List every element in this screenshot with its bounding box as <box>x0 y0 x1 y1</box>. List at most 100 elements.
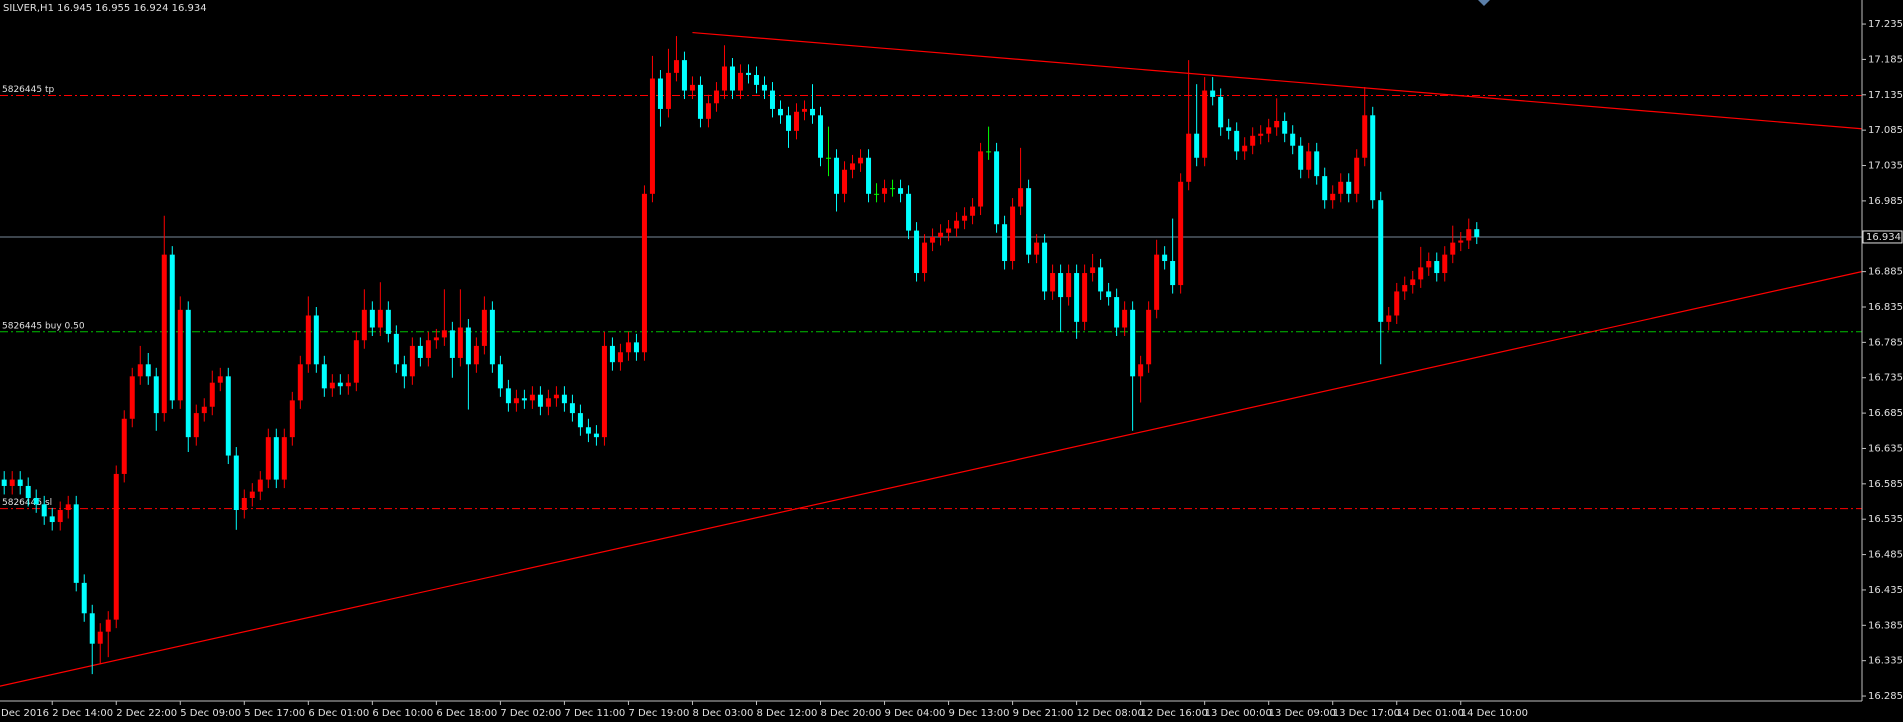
candle-body <box>802 108 808 112</box>
candle-body <box>1098 267 1104 292</box>
candle-body <box>249 491 255 498</box>
candle-body <box>1290 133 1296 146</box>
candle-body <box>1442 254 1448 274</box>
trendline <box>692 31 1862 130</box>
candle-body <box>689 84 695 91</box>
x-tick-label: 6 Dec 01:00 <box>308 708 369 719</box>
candle-body <box>193 413 199 438</box>
candle-body <box>665 72 671 109</box>
candle-body <box>129 376 135 419</box>
candle-body <box>786 115 791 131</box>
candle-body <box>1306 151 1312 170</box>
candle-body <box>633 342 639 353</box>
candle-body <box>1106 291 1112 298</box>
x-tick-label: 7 Dec 11:00 <box>564 708 625 719</box>
candle-body <box>1194 133 1200 158</box>
candle-body <box>1002 224 1008 262</box>
candle-body <box>273 437 279 480</box>
candle-body <box>1450 242 1456 255</box>
y-tick-label: 17.135 <box>1868 90 1903 101</box>
candle-body <box>1242 145 1248 152</box>
candle-body <box>769 90 775 109</box>
candle-body <box>89 613 95 644</box>
candle-body <box>57 510 63 523</box>
candle-body <box>1330 193 1336 201</box>
candle-body <box>145 364 151 377</box>
y-tick-label: 16.835 <box>1868 302 1903 313</box>
x-tick-label: 5 Dec 09:00 <box>180 708 241 719</box>
candle-body <box>465 327 471 365</box>
candle-body <box>1394 291 1400 316</box>
candle-body <box>305 315 311 365</box>
candle-body <box>25 485 31 498</box>
candle-body <box>625 342 631 353</box>
candle-body <box>1282 120 1288 134</box>
candle-body <box>489 309 495 365</box>
candle-body <box>1 479 7 486</box>
candle-body <box>1074 273 1080 322</box>
plot-area: 5826445 tp 5826445 buy 0.50 5826445 sl <box>0 31 1862 687</box>
candle-body <box>1250 135 1256 146</box>
candle-body <box>1370 115 1376 201</box>
candle-body <box>73 504 79 583</box>
candle-body <box>329 382 335 389</box>
y-tick-label: 16.385 <box>1868 620 1903 631</box>
candle-body <box>922 242 928 274</box>
candle-body <box>1058 273 1064 298</box>
candle-body <box>1418 267 1424 280</box>
candle-body <box>257 479 263 492</box>
candle-body <box>826 157 832 159</box>
bid-label: 16.934 <box>1866 232 1901 243</box>
candle-body <box>1458 240 1464 243</box>
candle-body <box>65 504 71 511</box>
candle-body <box>1114 297 1120 328</box>
candle-body <box>1130 309 1136 377</box>
candle-body <box>337 382 343 387</box>
x-tick-label: 9 Dec 04:00 <box>885 708 946 719</box>
y-tick-label: 16.885 <box>1868 267 1903 278</box>
candle-body <box>681 60 687 91</box>
candle-body <box>946 228 952 233</box>
candle-body <box>177 309 183 401</box>
candle-body <box>401 364 407 377</box>
candle-body <box>1050 273 1056 292</box>
candle-body <box>457 327 463 358</box>
candle-body <box>377 309 383 328</box>
candle-body <box>393 333 399 365</box>
candle-body <box>1402 285 1408 292</box>
candle-body <box>553 394 559 399</box>
axes: 17.235 17.185 17.135 17.085 17.035 16.985 16.9… <box>1 19 1903 719</box>
candle-body <box>513 398 519 404</box>
x-tick-label: 9 Dec 21:00 <box>1013 708 1074 719</box>
candle-body <box>1034 242 1040 255</box>
candle-body <box>898 188 904 194</box>
candle-body <box>954 220 960 229</box>
candle-body <box>761 84 767 91</box>
candle-body <box>121 418 127 474</box>
candle-body <box>1386 315 1392 322</box>
x-tick-label: 5 Dec 17:00 <box>244 708 305 719</box>
candle-body <box>313 315 319 365</box>
candle-body <box>1314 151 1320 177</box>
candle-body <box>201 406 207 414</box>
candle-body <box>930 236 936 243</box>
candle-body <box>810 108 816 116</box>
candle-body <box>153 376 159 414</box>
y-tick-label: 16.785 <box>1868 337 1903 348</box>
candle-body <box>481 309 487 346</box>
candle-body <box>1466 229 1472 241</box>
candle-body <box>1090 267 1096 274</box>
y-tick-label: 16.685 <box>1868 408 1903 419</box>
x-tick-label: Dec 2016 <box>1 708 49 719</box>
x-tick-label: 13 Dec 00:00 <box>1205 708 1272 719</box>
candle-body <box>81 582 87 614</box>
candle-body <box>161 254 167 414</box>
candle-body <box>321 364 327 389</box>
candle-body <box>1474 229 1480 237</box>
candle-body <box>137 364 143 377</box>
x-tick-label: 2 Dec 22:00 <box>116 708 177 719</box>
candle-body <box>657 78 663 109</box>
candle-body <box>1186 133 1192 182</box>
candle-body <box>617 352 623 363</box>
candle-body <box>1210 90 1216 97</box>
